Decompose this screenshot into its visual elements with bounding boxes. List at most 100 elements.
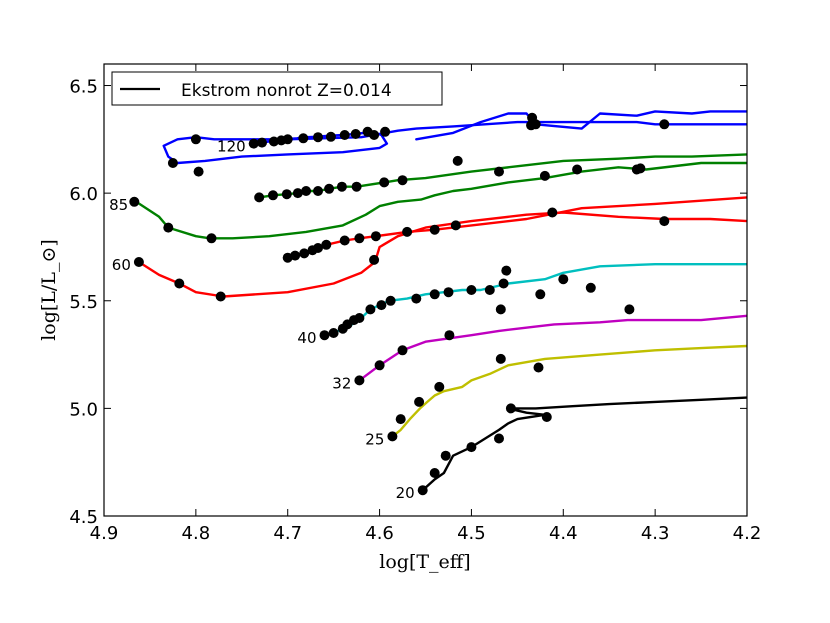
marker-point	[397, 175, 408, 186]
marker-point	[547, 207, 558, 218]
marker-point	[254, 192, 265, 203]
mass-label-32: 32	[332, 374, 351, 392]
mass-labels: 120 85 60 40 32 25 20	[109, 138, 415, 503]
marker-point	[495, 353, 506, 364]
marker-point	[444, 330, 455, 341]
marker-point	[429, 224, 440, 235]
x-tick-label: 4.3	[641, 523, 670, 544]
marker-point	[133, 257, 144, 267]
marker-point	[282, 134, 293, 145]
marker-point	[434, 381, 445, 392]
track-line-25	[391, 344, 747, 438]
marker-point	[325, 131, 336, 142]
marker-point	[313, 243, 323, 253]
marker-point	[290, 250, 301, 261]
marker-point	[452, 155, 463, 166]
marker-point	[539, 170, 550, 181]
marker-point	[129, 196, 140, 207]
marker-point	[385, 295, 396, 306]
y-tick-label: 5.0	[69, 399, 98, 420]
x-tick-label: 4.2	[733, 523, 762, 544]
track-line-60	[137, 211, 747, 298]
marker-point	[324, 183, 335, 194]
y-tick-label: 4.5	[69, 507, 98, 528]
marker-point	[206, 233, 217, 244]
marker-point	[494, 433, 504, 444]
marker-point	[429, 289, 440, 300]
x-tick-label: 4.7	[273, 523, 302, 544]
marker-point	[354, 313, 365, 323]
plot-frame	[103, 63, 748, 517]
y-tick-label: 6.5	[69, 77, 98, 98]
marker-point	[376, 300, 387, 311]
marker-point	[313, 186, 323, 196]
marker-point	[370, 231, 381, 242]
legend-box	[111, 71, 443, 106]
marker-point	[466, 285, 477, 295]
marker-point	[379, 177, 390, 188]
marker-point	[414, 396, 425, 407]
marker-point	[193, 166, 204, 177]
legend: Ekstrom nonrot Z=0.014	[111, 71, 443, 106]
y-tick-label: 5.5	[69, 292, 98, 313]
marker-point	[339, 130, 350, 140]
track-line-20	[421, 396, 747, 492]
markers-layer	[129, 112, 670, 496]
marker-point	[484, 285, 495, 295]
marker-point	[174, 278, 185, 289]
mass-label-20: 20	[396, 484, 415, 502]
marker-point	[299, 248, 310, 259]
marker-point	[328, 328, 339, 338]
marker-point	[535, 289, 546, 300]
marker-point	[429, 468, 440, 478]
marker-point	[501, 265, 512, 276]
marker-point	[505, 403, 516, 414]
tracks-layer	[135, 110, 747, 492]
marker-point	[268, 136, 279, 147]
marker-point	[402, 226, 413, 237]
marker-point	[350, 129, 361, 139]
marker-point	[585, 282, 596, 293]
marker-point	[397, 345, 408, 356]
marker-point	[292, 188, 303, 199]
marker-point	[369, 130, 380, 140]
marker-point	[339, 235, 350, 246]
marker-point	[498, 278, 509, 289]
marker-point	[257, 137, 267, 148]
marker-point	[558, 274, 569, 285]
marker-point	[374, 360, 385, 371]
marker-point	[301, 186, 312, 196]
marker-point	[440, 450, 451, 461]
x-axis-title: log[T_eff]	[379, 551, 470, 573]
marker-point	[395, 414, 406, 425]
mass-label-60: 60	[112, 256, 131, 274]
marker-point	[268, 190, 278, 201]
y-axis-title: log[L/L_⊙]	[38, 239, 60, 341]
marker-point	[659, 216, 670, 227]
marker-point	[321, 239, 332, 250]
marker-point	[494, 166, 504, 177]
marker-point	[313, 132, 323, 143]
marker-point	[417, 485, 428, 496]
marker-point	[466, 442, 477, 453]
x-tick-label: 4.5	[457, 523, 486, 544]
marker-point	[369, 254, 380, 265]
marker-point	[167, 158, 178, 168]
axis-ticks: 4.9 4.8 4.7 4.6 4.5 4.4 4.3 4.2 4.5 5.0 5.5 6.0 6.5	[69, 64, 761, 544]
marker-point	[659, 119, 670, 130]
marker-point	[298, 133, 309, 144]
marker-point	[190, 134, 201, 145]
marker-point	[526, 120, 537, 131]
marker-point	[248, 138, 259, 149]
marker-point	[450, 220, 461, 231]
marker-point	[443, 287, 454, 298]
track-line-60-track	[286, 196, 747, 259]
mass-label-25: 25	[365, 430, 384, 448]
marker-point	[281, 189, 292, 200]
marker-point	[336, 181, 347, 192]
track-line-85	[135, 161, 747, 240]
mass-label-40: 40	[297, 329, 316, 347]
marker-point	[163, 222, 174, 233]
marker-point	[624, 304, 635, 315]
